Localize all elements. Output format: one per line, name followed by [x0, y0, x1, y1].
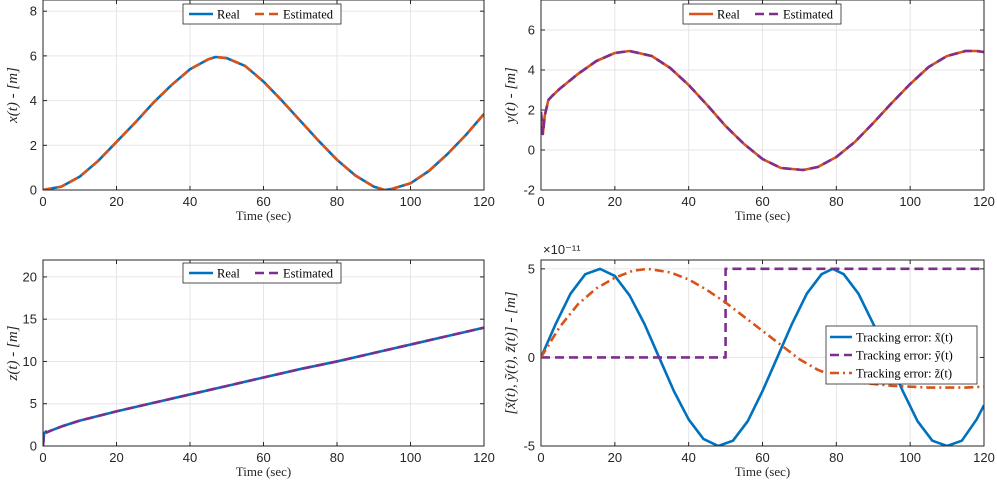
x-tick-label: 100 — [400, 450, 422, 465]
y-tick-label: 15 — [23, 312, 37, 327]
y-axis-label: x(t) - [m] — [5, 67, 21, 124]
x-tick-label: 0 — [39, 450, 46, 465]
x-tick-label: 60 — [256, 450, 270, 465]
legend: Real Estimated — [682, 3, 842, 25]
y-tick-label: 2 — [30, 138, 37, 153]
series-group — [43, 55, 484, 190]
x-tick-label: 80 — [330, 194, 344, 209]
y-tick-label: 5 — [30, 396, 37, 411]
series-line-tracking-error-x-t- — [541, 267, 984, 446]
y-tick-label: 0 — [528, 143, 535, 158]
y-tick-label: -5 — [523, 439, 535, 454]
x-tick-label: 60 — [256, 194, 270, 209]
legend-label: Tracking error: z̃(t) — [856, 367, 952, 381]
y-axis-label: z(t) - [m] — [5, 325, 21, 381]
y-tick-label: 0 — [30, 183, 37, 198]
x-tick-label: 80 — [330, 450, 344, 465]
x-tick-label: 120 — [473, 194, 495, 209]
x-tick-label: 40 — [183, 194, 197, 209]
y-tick-label: 4 — [528, 63, 535, 78]
x-tick-label: 120 — [973, 450, 995, 465]
axes-box — [42, 259, 485, 447]
x-tick-label: 60 — [755, 194, 769, 209]
legend-label: Real — [717, 8, 740, 22]
legend-label: Real — [217, 8, 240, 22]
x-tick-label: 100 — [899, 450, 921, 465]
x-axis-label: Time (sec) — [236, 464, 292, 479]
axes-box — [540, 259, 985, 447]
x-tick-label: 0 — [537, 450, 544, 465]
x-tick-label: 20 — [608, 450, 622, 465]
x-tick-label: 40 — [183, 450, 197, 465]
y-tick-label: 0 — [30, 439, 37, 454]
legend-label: Estimated — [783, 8, 834, 22]
legend-label: Tracking error: ỹ(t) — [856, 349, 953, 363]
legend: Real Estimated — [182, 3, 342, 25]
legend-label: Estimated — [283, 267, 334, 281]
y-tick-label: 20 — [23, 269, 37, 284]
x-axis-label: Time (sec) — [735, 464, 791, 479]
y-tick-label: 10 — [23, 354, 37, 369]
series-line-tracking-error-t- — [541, 267, 984, 359]
legend-label: Estimated — [283, 8, 334, 22]
x-tick-label: 100 — [899, 194, 921, 209]
x-tick-label: 20 — [608, 194, 622, 209]
ticks: 0 20 40 60 80 100 120 0 5 10 15 20 — [23, 260, 495, 465]
x-tick-label: 100 — [400, 194, 422, 209]
y-tick-label: 0 — [528, 350, 535, 365]
legend: Tracking error: x̃(t) Tracking error: ỹ(t… — [825, 325, 978, 385]
y-tick-label: 6 — [528, 23, 535, 38]
x-tick-label: 80 — [829, 450, 843, 465]
y-exponent-label: ×10⁻¹¹ — [543, 242, 581, 257]
y-axis-label: [x̃(t), ỹ(t), z̃(t)] - [m] — [503, 291, 519, 414]
x-tick-label: 120 — [973, 194, 995, 209]
y-tick-label: 6 — [30, 48, 37, 63]
series-line-estimated — [43, 55, 484, 190]
y-tick-label: 5 — [528, 261, 535, 276]
series-group — [541, 49, 984, 172]
x-axis-label: Time (sec) — [735, 208, 791, 223]
series-line-estimated — [43, 326, 484, 446]
legend: Real Estimated — [182, 262, 342, 284]
y-tick-label: 4 — [30, 93, 37, 108]
axes-box — [540, 0, 985, 191]
chart-x: 0 20 40 60 80 100 120 0 2 4 6 8 Time (sec) x(t) - [m]… — [5, 0, 495, 223]
x-tick-label: 20 — [109, 450, 123, 465]
x-tick-label: 40 — [681, 194, 695, 209]
ticks: 0 20 40 60 80 100 120-505 — [523, 260, 995, 465]
x-tick-label: 120 — [473, 450, 495, 465]
chart-z: 0 20 40 60 80 100 120 0 5 10 15 20 Time (sec) z(t) - … — [5, 259, 495, 479]
x-tick-label: 0 — [39, 194, 46, 209]
x-tick-label: 80 — [829, 194, 843, 209]
y-axis-label: y(t) - [m] — [503, 67, 519, 125]
legend-label: Real — [217, 267, 240, 281]
y-tick-label: -2 — [523, 183, 535, 198]
series-line-tracking-error-z-t- — [541, 267, 984, 389]
ticks: 0 20 40 60 80 100 120 0 2 4 6 8 — [30, 0, 495, 209]
x-axis-label: Time (sec) — [236, 208, 292, 223]
axes-box — [42, 0, 485, 191]
series-group — [541, 267, 984, 446]
series-group — [43, 326, 484, 446]
x-tick-label: 20 — [109, 194, 123, 209]
series-line-estimated — [541, 49, 984, 172]
x-tick-label: 60 — [755, 450, 769, 465]
legend-label: Tracking error: x̃(t) — [856, 331, 953, 345]
y-tick-label: 2 — [528, 103, 535, 118]
y-tick-label: 8 — [30, 4, 37, 19]
x-tick-label: 0 — [537, 194, 544, 209]
x-tick-label: 40 — [681, 450, 695, 465]
